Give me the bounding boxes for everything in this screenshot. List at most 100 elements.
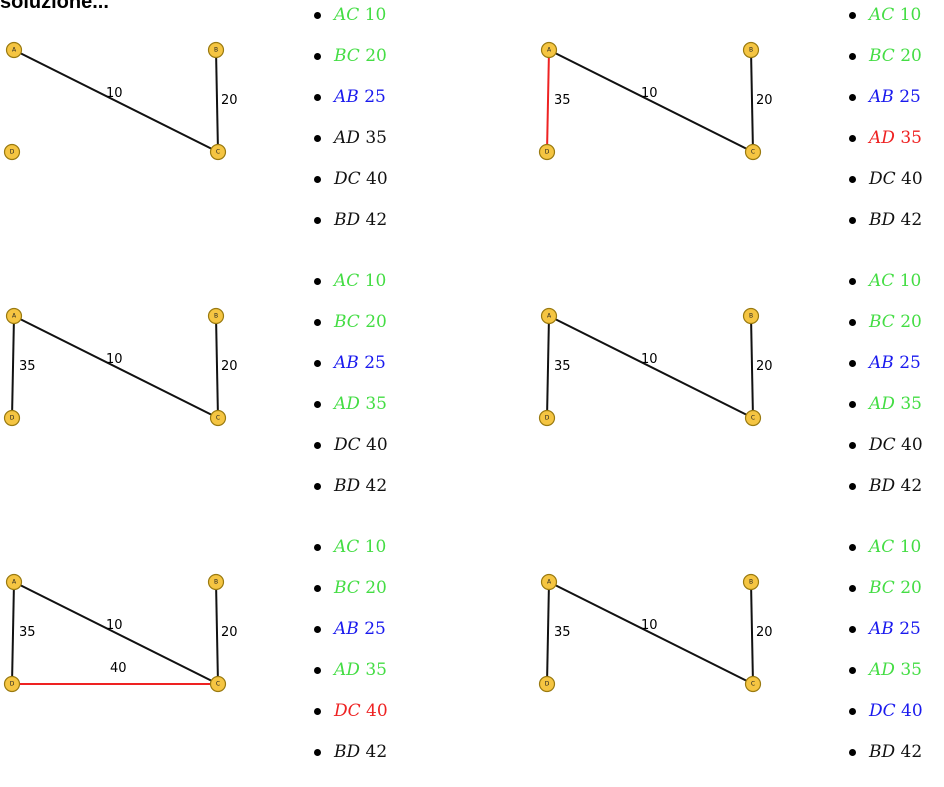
node-label: A bbox=[12, 47, 17, 54]
node-label: C bbox=[751, 681, 755, 688]
edge-list-item: AB 25 bbox=[847, 77, 923, 118]
graph-edge-bc bbox=[215, 581, 219, 685]
edge-list-item: BC 20 bbox=[847, 302, 923, 343]
graph-node-d: D bbox=[538, 409, 556, 427]
edge-name: DC bbox=[869, 435, 896, 455]
kruskal-step-panel: 10 20 35 40 A B C D AC 10 BC 20 AB 25 AD 35 DC 40 BD … bbox=[0, 532, 472, 787]
node-circle bbox=[540, 573, 558, 591]
edge-name: BC bbox=[334, 312, 360, 332]
edge-weight: 25 bbox=[899, 619, 921, 639]
node-label: A bbox=[547, 47, 552, 54]
graph-node-b: B bbox=[742, 41, 760, 59]
graph-diagram: 10 20 35 A B C D bbox=[538, 307, 773, 427]
graph-edge-ac bbox=[548, 49, 754, 153]
edge-weight: 40 bbox=[901, 435, 923, 455]
edge-name: BC bbox=[869, 578, 895, 598]
graph-node-d: D bbox=[538, 143, 556, 161]
edge-name: AC bbox=[334, 5, 360, 25]
graph-node-b: B bbox=[207, 41, 225, 59]
node-circle bbox=[742, 41, 760, 59]
edge-weight: 40 bbox=[901, 169, 923, 189]
edge-name: DC bbox=[869, 169, 896, 189]
edge-list-item: DC 40 bbox=[847, 425, 923, 466]
edge-list-item: AB 25 bbox=[847, 609, 923, 650]
node-label: C bbox=[751, 415, 755, 422]
edge-list-item: BD 42 bbox=[847, 732, 923, 773]
graph-edge-bc bbox=[215, 49, 219, 153]
edge-weight: 40 bbox=[366, 435, 388, 455]
edge-list: AC 10 BC 20 AB 25 AD 35 DC 40 BD 42 bbox=[312, 527, 388, 773]
graph-node-c: C bbox=[209, 409, 227, 427]
edge-weight: 20 bbox=[365, 46, 387, 66]
graph-edge-ac bbox=[13, 315, 219, 419]
node-label: B bbox=[749, 579, 753, 586]
node-circle bbox=[207, 573, 225, 591]
node-circle bbox=[742, 573, 760, 591]
edge-name: AB bbox=[334, 87, 359, 107]
edge-list-item: AC 10 bbox=[312, 261, 388, 302]
edge-weight: 10 bbox=[364, 271, 387, 291]
node-circle bbox=[209, 143, 227, 161]
edge-list-item: AD 35 bbox=[847, 384, 923, 425]
edge-list-item: BD 42 bbox=[312, 732, 388, 773]
node-circle bbox=[5, 41, 23, 59]
edge-list-item: AD 35 bbox=[847, 650, 923, 691]
edge-list-item: AC 10 bbox=[847, 261, 923, 302]
edge-weight: 35 bbox=[900, 128, 922, 148]
edge-name: AB bbox=[869, 87, 894, 107]
node-label: B bbox=[214, 47, 218, 54]
graph-edge-bc bbox=[750, 581, 754, 685]
kruskal-step-panel: 10 20 35 A B C D AC 10 BC 20 AB 25 AD 35 DC 40 BD 42 bbox=[535, 532, 944, 787]
kruskal-step-panel: 10 20 35 A B C D AC 10 BC 20 AB 25 AD 35 DC 40 BD 42 bbox=[0, 266, 472, 521]
edge-list-item: AD 35 bbox=[847, 118, 923, 159]
node-label: A bbox=[547, 313, 552, 320]
node-circle bbox=[5, 573, 23, 591]
edge-weight: 42 bbox=[365, 742, 388, 762]
edge-list-item: AB 25 bbox=[312, 343, 388, 384]
edge-name: AB bbox=[334, 619, 359, 639]
edge-name: AD bbox=[869, 660, 895, 680]
node-label: D bbox=[545, 415, 550, 422]
edge-weight: 35 bbox=[365, 660, 387, 680]
graph-edge-ad bbox=[546, 49, 550, 153]
graph-node-b: B bbox=[742, 573, 760, 591]
edge-name: BD bbox=[869, 476, 896, 496]
node-label: B bbox=[214, 313, 218, 320]
graph-node-b: B bbox=[742, 307, 760, 325]
edge-weight: 35 bbox=[900, 660, 922, 680]
graph-node-d: D bbox=[3, 409, 21, 427]
edge-weight: 20 bbox=[900, 312, 922, 332]
node-circle bbox=[540, 41, 558, 59]
edge-name: BD bbox=[869, 210, 896, 230]
edge-weight: 42 bbox=[365, 476, 388, 496]
graph-edge-ac bbox=[13, 581, 219, 685]
edge-list-item: AB 25 bbox=[847, 343, 923, 384]
graph-node-d: D bbox=[3, 675, 21, 693]
graph-node-a: A bbox=[5, 41, 23, 59]
graph-edge-ad bbox=[546, 315, 550, 419]
edge-list-item: BC 20 bbox=[312, 36, 388, 77]
edge-name: AC bbox=[869, 537, 895, 557]
edge-weight-label: 35 bbox=[19, 359, 36, 374]
edge-list-item: BC 20 bbox=[847, 36, 923, 77]
edge-weight-label: 35 bbox=[554, 93, 571, 108]
node-label: A bbox=[547, 579, 552, 586]
edge-name: AC bbox=[869, 5, 895, 25]
graph-node-b: B bbox=[207, 307, 225, 325]
edge-name: DC bbox=[869, 701, 896, 721]
edge-weight: 10 bbox=[364, 537, 387, 557]
edge-list-item: BD 42 bbox=[312, 466, 388, 507]
edge-weight-label: 10 bbox=[641, 86, 658, 101]
edge-name: DC bbox=[334, 435, 361, 455]
graph-diagram: 10 20 35 A B C D bbox=[538, 573, 773, 693]
graph-diagram: 10 20 35 40 A B C D bbox=[3, 573, 238, 693]
edge-weight: 35 bbox=[900, 394, 922, 414]
graph-node-a: A bbox=[540, 41, 558, 59]
node-circle bbox=[744, 675, 762, 693]
edge-name: DC bbox=[334, 701, 361, 721]
node-label: D bbox=[545, 149, 550, 156]
graph-node-d: D bbox=[3, 143, 21, 161]
edge-weight: 40 bbox=[366, 701, 388, 721]
node-label: D bbox=[10, 681, 15, 688]
edge-weight: 10 bbox=[899, 537, 922, 557]
